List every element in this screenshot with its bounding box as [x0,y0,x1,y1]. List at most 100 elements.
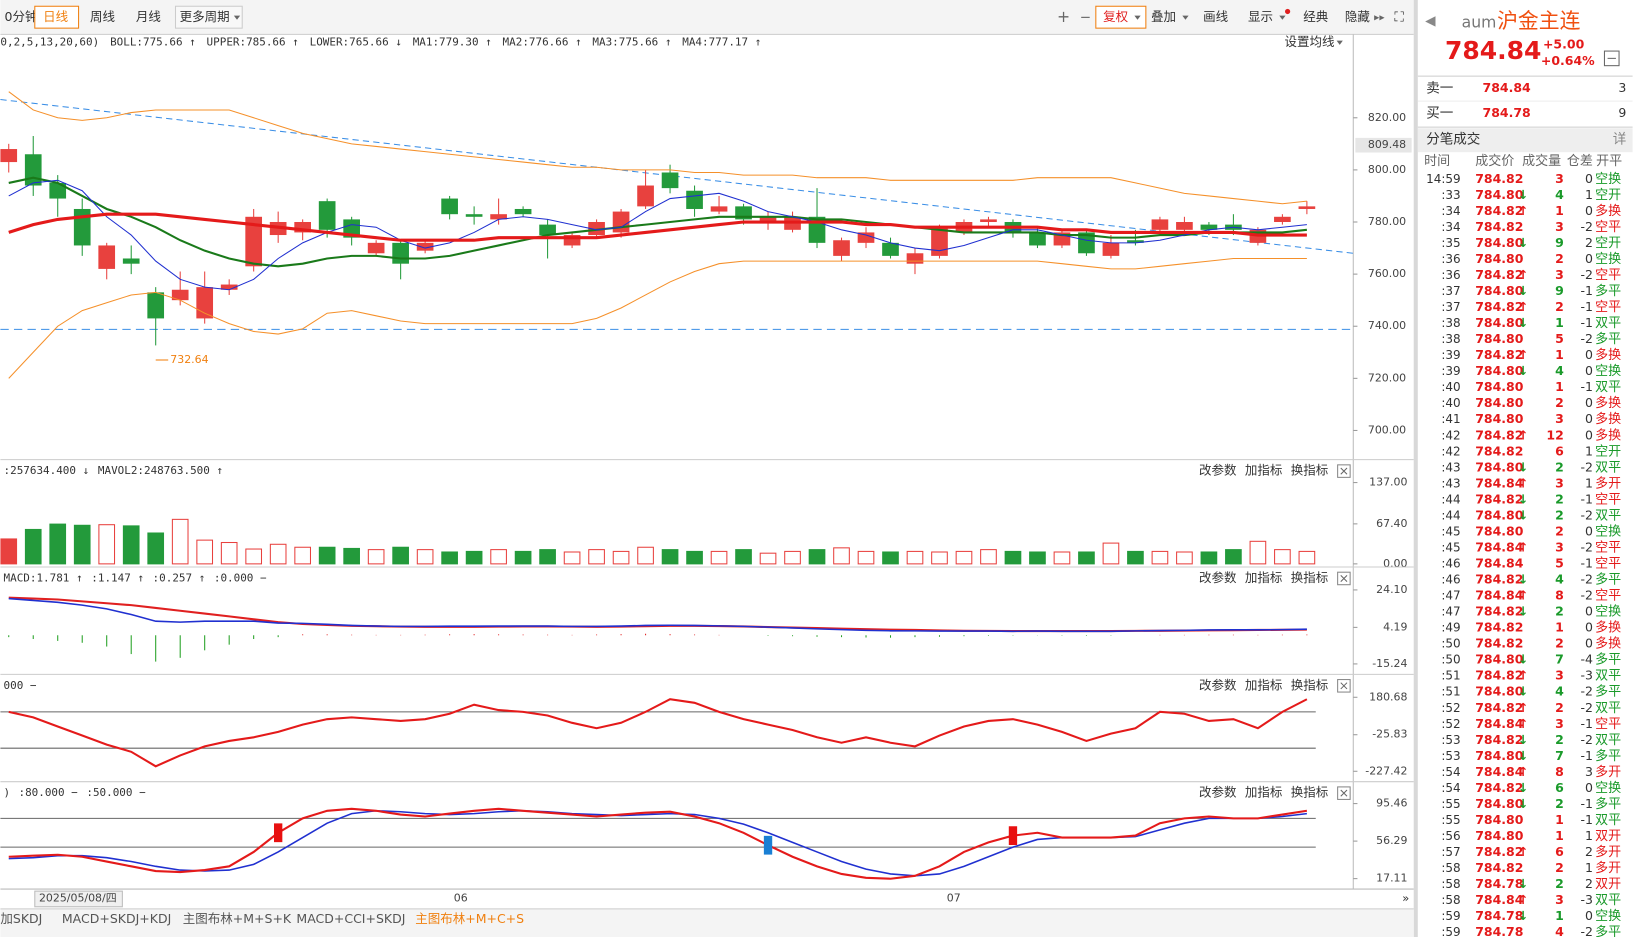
candle-body [220,284,238,290]
volume-bar [147,532,165,565]
trade-volume: 7 [1555,652,1564,667]
trade-price: 784.84 [1475,539,1524,554]
panel-button[interactable]: 改参数 [1199,570,1237,585]
volume-bar [392,546,409,565]
panel-button[interactable]: 换指标 [1291,785,1329,800]
tool-button[interactable]: 显示 [1248,9,1273,24]
panel-button[interactable]: 加指标 [1245,570,1283,585]
trade-time: :35 [1441,236,1460,250]
trade-price: 784.80 [1475,523,1524,538]
trade-oi-change: -1 [1581,315,1593,330]
trade-oi-change: 1 [1585,860,1593,875]
trade-volume: 8 [1555,588,1564,603]
trade-time: :49 [1441,621,1460,635]
volume-bar [0,538,18,565]
tool-button[interactable]: 复权 [1103,9,1129,24]
trade-oi-change: 1 [1585,828,1593,843]
volume-bar [1004,550,1022,565]
trade-arrow: ↓ [1518,652,1528,667]
panel-button[interactable]: 换指标 [1291,570,1329,585]
period-tab[interactable]: 日线 [43,9,69,24]
indicator-tab[interactable]: 主图布林+M+C+S [415,911,524,926]
y-tick-label: 0.00 [1383,557,1407,570]
period-tab[interactable]: 月线 [136,9,162,24]
trade-volume: 3 [1555,892,1564,907]
trade-oi-change: 0 [1585,395,1593,410]
tool-button[interactable]: 叠加 [1151,9,1176,24]
candle-body [931,227,948,256]
volume-bar [980,549,997,565]
trade-time: :46 [1441,573,1460,587]
panel-button[interactable]: 改参数 [1199,785,1237,800]
expand-icon: ▸▸ [1374,12,1385,24]
panel-button[interactable]: 加指标 [1245,463,1283,478]
panel-button[interactable]: 换指标 [1291,677,1329,692]
indicator-tab[interactable]: 加SKDJ [0,911,42,926]
trade-volume: 7 [1555,748,1564,763]
y-tick-label: 24.10 [1376,583,1407,596]
indicator-tab[interactable]: 主图布林+M+S+K [183,911,292,926]
trade-type: 多换 [1595,411,1621,427]
trade-price: 784.80 [1475,235,1524,250]
trade-volume: 3 [1555,668,1564,683]
trade-price: 784.82 [1475,780,1523,795]
panel-button[interactable]: 加指标 [1245,677,1283,692]
candle-body [1151,219,1169,230]
period-tab[interactable]: 0分钟 [5,9,38,24]
tool-button[interactable]: 画线 [1203,9,1229,24]
zoom-out-icon[interactable]: − [1080,10,1091,26]
trade-type: 双平 [1595,813,1621,828]
prev-icon[interactable]: ◀ [1425,13,1436,29]
panel-button[interactable]: 加指标 [1245,785,1283,800]
trade-volume: 6 [1555,443,1564,458]
trade-oi-change: -2 [1581,219,1593,234]
trade-arrow: ↓ [1518,363,1528,378]
candle-body [1274,216,1291,223]
candle-body [980,219,997,223]
trade-time: :34 [1441,220,1460,234]
trade-price: 784.82 [1475,219,1523,234]
period-tab[interactable]: 周线 [90,9,116,24]
trade-volume: 1 [1555,379,1564,394]
indicator-tab[interactable]: MACD+SKDJ+KDJ [62,911,171,926]
detail-button[interactable]: 详 [1613,132,1627,148]
tool-button[interactable]: 经典 [1303,9,1328,24]
volume-bar [931,551,948,565]
ma-setting[interactable]: 设置均线 [1284,34,1335,49]
scroll-right-icon[interactable]: » [1402,891,1409,905]
zoom-in-icon[interactable]: + [1057,7,1070,26]
trade-price: 784.78 [1475,876,1523,891]
trade-price: 784.82 [1475,171,1523,186]
panel-button[interactable]: 换指标 [1291,463,1329,478]
trade-arrow: ↑ [1518,716,1528,731]
fullscreen-icon[interactable]: ⛶ [1394,10,1404,26]
trade-time: :42 [1441,444,1460,458]
collapse-icon[interactable] [1603,50,1620,67]
trade-volume: 2 [1555,491,1564,506]
splitter[interactable] [1413,0,1418,937]
indicator-tab[interactable]: MACD+CCI+SKDJ [296,911,405,926]
trade-type: 空平 [1595,300,1621,315]
trade-time: :39 [1441,364,1460,378]
period-tab[interactable]: 更多周期 [180,9,230,24]
panel-button[interactable]: 改参数 [1199,677,1237,692]
trade-volume: 2 [1555,507,1564,522]
trade-volume: 4 [1555,363,1564,378]
trade-oi-change: 2 [1585,876,1593,891]
trade-oi-change: -1 [1581,748,1593,763]
tool-button[interactable]: 隐藏 [1345,9,1371,24]
candle-body [73,208,91,246]
panel-close-x [1340,682,1348,690]
trade-time: :51 [1441,669,1460,683]
y-tick-label: -15.24 [1372,657,1407,670]
volume-bar [24,528,42,565]
trade-type: 多平 [1595,748,1621,764]
candle-body [514,208,532,215]
trade-oi-change: -1 [1581,283,1593,298]
trade-volume: 1 [1555,203,1564,218]
trade-price: 784.80 [1475,187,1524,202]
trade-arrow: ↓ [1518,684,1528,699]
panel-button[interactable]: 改参数 [1199,463,1237,478]
trade-price: 784.82 [1475,491,1523,506]
trade-price: 784.84 [1475,555,1524,570]
